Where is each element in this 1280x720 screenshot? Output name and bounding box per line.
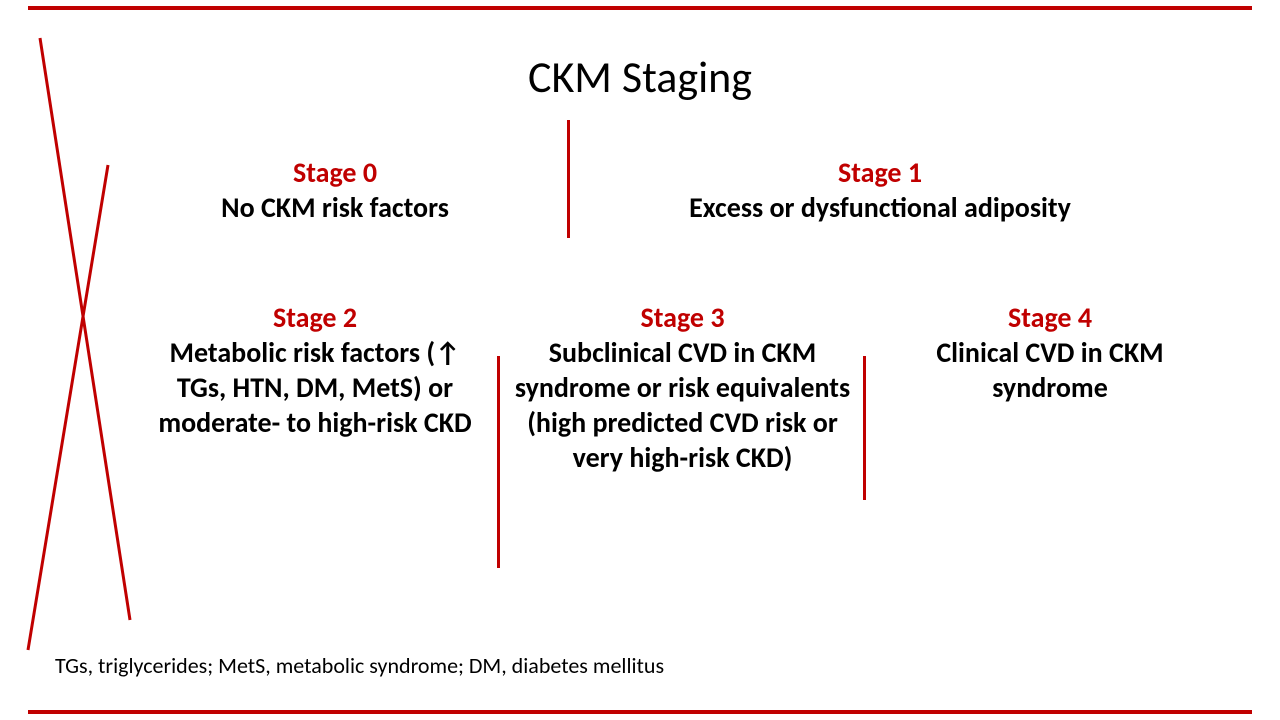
stage-4-label: Stage 4 (880, 300, 1220, 335)
divider-row1 (567, 120, 570, 238)
stage-2: Stage 2 Metabolic risk factors (↑ TGs, H… (145, 300, 485, 440)
stage-3-desc: Subclinical CVD in CKM syndrome or risk … (510, 335, 855, 475)
stage-1: Stage 1 Excess or dysfunctional adiposit… (600, 155, 1160, 225)
divider-row2a (497, 356, 500, 568)
stage-0: Stage 0 No CKM risk factors (150, 155, 520, 225)
stage-3-label: Stage 3 (510, 300, 855, 335)
stage-3: Stage 3 Subclinical CVD in CKM syndrome … (510, 300, 855, 475)
stage-0-desc: No CKM risk factors (150, 190, 520, 225)
stage-4: Stage 4 Clinical CVD in CKM syndrome (880, 300, 1220, 405)
stage-4-desc: Clinical CVD in CKM syndrome (880, 335, 1220, 405)
stage-1-label: Stage 1 (600, 155, 1160, 190)
stage-1-desc: Excess or dysfunctional adiposity (600, 190, 1160, 225)
stage-0-label: Stage 0 (150, 155, 520, 190)
divider-row2b (863, 356, 866, 500)
stage-2-label: Stage 2 (145, 300, 485, 335)
diagonal-line-1 (40, 38, 130, 620)
footnote: TGs, triglycerides; MetS, metabolic synd… (55, 652, 664, 679)
stage-2-desc: Metabolic risk factors (↑ TGs, HTN, DM, … (145, 335, 485, 440)
